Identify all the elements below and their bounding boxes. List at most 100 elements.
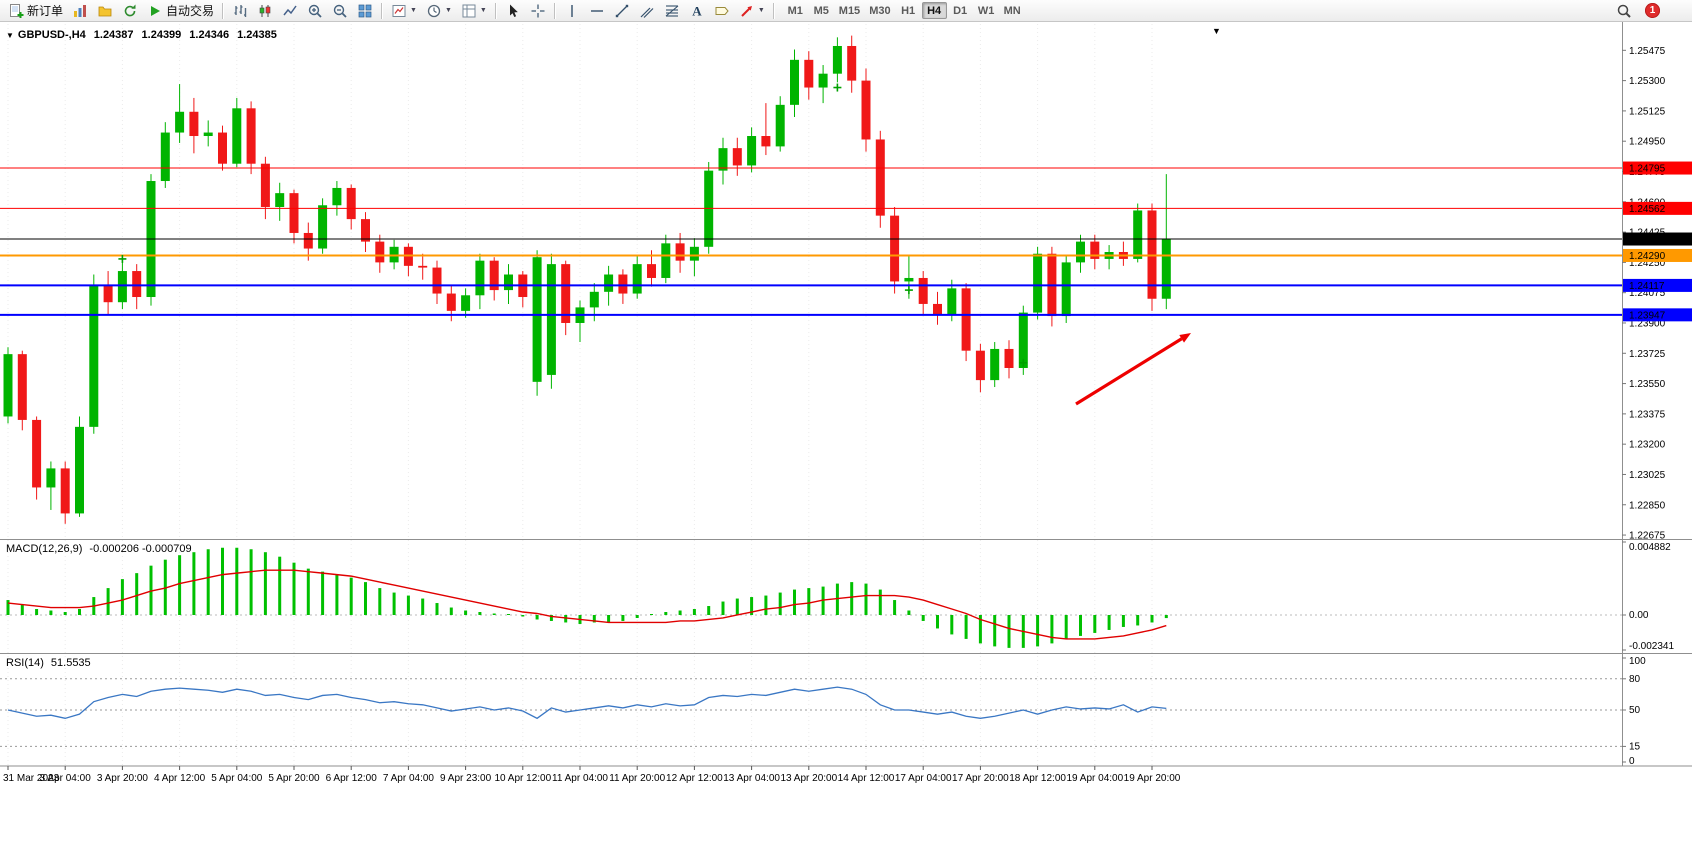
timeframe-h1-button[interactable]: H1 (901, 4, 916, 17)
candle (75, 426, 84, 514)
candle (875, 139, 885, 216)
candle (89, 284, 99, 427)
fibonacci-button[interactable] (660, 1, 684, 21)
chart-area[interactable]: 1.254751.253001.251251.249501.247751.246… (0, 22, 1692, 849)
autotrading-button[interactable]: 自动交易 (143, 1, 218, 21)
templates-button[interactable]: ▼ (457, 1, 491, 21)
candle (747, 136, 757, 166)
panel-splitters[interactable] (0, 539, 1692, 654)
svg-text:11 Apr 04:00: 11 Apr 04:00 (552, 773, 608, 784)
chart-canvas[interactable]: 1.254751.253001.251251.249501.247751.246… (0, 22, 1692, 849)
price-axis[interactable]: 1.254751.253001.251251.249501.247751.246… (1622, 22, 1666, 766)
profiles-button[interactable] (93, 1, 117, 21)
candle (117, 271, 127, 303)
zoom-out-button[interactable] (328, 1, 352, 21)
candle (1018, 312, 1028, 368)
candle (818, 73, 828, 88)
svg-text:1.23200: 1.23200 (1629, 440, 1666, 451)
svg-text:1.24795: 1.24795 (1629, 164, 1666, 175)
timeframe-w1-button[interactable]: W1 (977, 4, 995, 17)
crosshair-button[interactable] (526, 1, 550, 21)
chart-list-button[interactable] (68, 1, 92, 21)
text-icon: A (689, 3, 705, 19)
candle (847, 45, 857, 81)
search-button[interactable] (1612, 1, 1636, 21)
cursor-icon (505, 3, 521, 19)
candle (418, 265, 428, 268)
new-chart-button[interactable]: ▼ (387, 1, 421, 21)
arrows-button[interactable]: ▼ (735, 1, 769, 21)
svg-text:15: 15 (1629, 741, 1641, 752)
candle (246, 108, 256, 164)
trendline-button[interactable] (610, 1, 634, 21)
vertical-line-icon (564, 3, 580, 19)
cursor-button[interactable] (501, 1, 525, 21)
chart-title: ▼ GBPUSD-,H4 1.24387 1.24399 1.24346 1.2… (6, 29, 277, 41)
svg-text:1.23725: 1.23725 (1629, 349, 1666, 360)
macd-values: -0.000206 -0.000709 (89, 543, 192, 555)
candle (303, 232, 313, 249)
tile-windows-button[interactable] (353, 1, 377, 21)
chevron-down-icon: ▼ (757, 7, 765, 14)
timeframe-m5-button[interactable]: M5 (813, 4, 829, 17)
candle (346, 187, 356, 220)
toolbar-separator (222, 2, 225, 19)
candle (546, 264, 556, 375)
svg-text:0.00: 0.00 (1629, 610, 1649, 621)
text-label-button[interactable] (710, 1, 734, 21)
candlestick-series (3, 35, 1171, 524)
chevron-down-icon: ▼ (479, 7, 487, 14)
symbol-dropdown-icon: ▼ (6, 30, 14, 40)
autotrading-label: 自动交易 (166, 4, 215, 18)
refresh-button[interactable] (118, 1, 142, 21)
candle (647, 264, 656, 278)
svg-text:1.22850: 1.22850 (1629, 500, 1666, 511)
new-order-button[interactable]: 新订单 (4, 1, 67, 21)
svg-text:17 Apr 04:00: 17 Apr 04:00 (895, 773, 952, 784)
svg-text:1.24290: 1.24290 (1629, 251, 1666, 262)
new-order-icon (8, 3, 24, 19)
zoom-in-button[interactable] (303, 1, 327, 21)
candle (1004, 348, 1014, 368)
svg-text:12 Apr 12:00: 12 Apr 12:00 (666, 773, 723, 784)
low-value: 1.24346 (189, 29, 230, 41)
equidistant-channel-button[interactable] (635, 1, 659, 21)
horizontal-line-button[interactable] (585, 1, 609, 21)
svg-text:1.25125: 1.25125 (1629, 106, 1666, 117)
timeframe-m1-button[interactable]: M1 (787, 4, 803, 17)
candle (990, 348, 1000, 381)
candlesticks-button[interactable] (253, 1, 277, 21)
timeframe-h4-button[interactable]: H4 (921, 2, 947, 19)
timeframe-m30-button[interactable]: M30 (869, 4, 891, 17)
timeframe-m15-button[interactable]: M15 (838, 4, 861, 17)
ohlc-bars-button[interactable] (228, 1, 252, 21)
candle (975, 350, 985, 381)
notification-badge[interactable]: 1 (1645, 3, 1660, 18)
new-order-label: 新订单 (27, 4, 64, 18)
svg-text:1.23900: 1.23900 (1629, 318, 1666, 329)
timeframe-mn-button[interactable]: MN (1003, 4, 1021, 17)
arrow-object[interactable] (1075, 333, 1191, 406)
periods-icon (426, 3, 442, 19)
periods-button[interactable]: ▼ (422, 1, 456, 21)
candle (103, 284, 113, 303)
toolbar-separator (494, 2, 497, 19)
text-button[interactable]: A (685, 1, 709, 21)
line-chart-button[interactable] (278, 1, 302, 21)
candle (1090, 241, 1100, 259)
close-value: 1.24385 (237, 29, 277, 41)
open-value: 1.24387 (93, 29, 134, 41)
svg-text:1.23550: 1.23550 (1629, 379, 1666, 390)
chart-nav-triangle[interactable]: ▼ (1212, 26, 1221, 36)
vertical-line-button[interactable] (560, 1, 584, 21)
svg-text:1.23375: 1.23375 (1629, 409, 1666, 420)
svg-text:9 Apr 23:00: 9 Apr 23:00 (440, 773, 492, 784)
svg-text:100: 100 (1629, 656, 1646, 667)
svg-text:11 Apr 20:00: 11 Apr 20:00 (609, 773, 665, 784)
candle (275, 193, 285, 207)
candle (361, 219, 370, 242)
macd-indicator-header: MACD(12,26,9) -0.000206 -0.000709 (6, 543, 192, 555)
candle (3, 354, 13, 417)
timeframe-d1-button[interactable]: D1 (953, 4, 968, 17)
